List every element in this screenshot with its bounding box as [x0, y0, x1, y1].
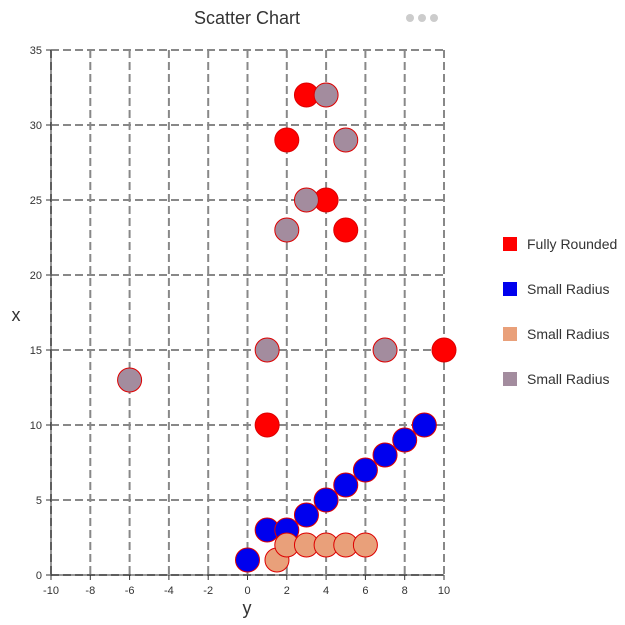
y-tick-label: 30: [30, 120, 42, 132]
legend-item-small-radius-blue[interactable]: Small Radius: [503, 277, 625, 301]
x-tick-label: 8: [402, 585, 408, 597]
y-tick-label: 0: [36, 570, 42, 582]
legend-label: Small Radius: [527, 281, 610, 297]
y-tick-label: 10: [30, 420, 42, 432]
scatter-point-series-1: [392, 427, 418, 453]
axes-layer: -10 -8 -6 -4 -2 0 2 4 6 8 10 0 5 10 15 20 25 30 35: [30, 45, 450, 597]
menu-dot: [418, 14, 426, 22]
grid-layer: [50, 49, 445, 576]
y-tick-label: 20: [30, 270, 42, 282]
scatter-point-series-3: [254, 337, 280, 363]
menu-dot: [406, 14, 414, 22]
scatter-point-series-0: [274, 127, 300, 153]
scatter-point-series-0: [254, 412, 280, 438]
y-tick-label: 5: [36, 495, 42, 507]
x-tick-label: -6: [125, 585, 135, 597]
scatter-point-series-1: [235, 547, 260, 573]
legend-label: Fully Rounded: [527, 236, 618, 252]
x-tick-label: -10: [43, 585, 59, 597]
y-tick-label: 15: [30, 345, 42, 357]
scatter-point-series-1: [352, 457, 378, 483]
x-axis-label: y: [243, 598, 252, 618]
scatter-point-series-1: [293, 502, 319, 528]
scatter-point-series-2: [352, 532, 378, 558]
scatter-point-series-3: [333, 127, 359, 153]
x-tick-label: -2: [203, 585, 213, 597]
scatter-point-series-0: [431, 337, 457, 363]
legend-item-fully-rounded[interactable]: Fully Rounded: [503, 232, 625, 256]
chart-title: Scatter Chart: [194, 8, 300, 28]
legend-swatch: [503, 372, 517, 386]
legend-swatch: [503, 282, 517, 296]
points-layer: [117, 82, 457, 573]
x-tick-label: -4: [164, 585, 174, 597]
scatter-point-series-3: [372, 337, 398, 363]
more-options-icon[interactable]: [406, 12, 446, 24]
scatter-point-series-1: [411, 412, 437, 438]
scatter-point-series-1: [333, 472, 359, 498]
x-tick-label: 0: [244, 585, 250, 597]
scatter-point-series-1: [372, 442, 398, 468]
x-tick-label: 2: [284, 585, 290, 597]
scatter-point-series-3: [293, 187, 319, 213]
y-tick-label: 35: [30, 45, 42, 57]
legend-label: Small Radius: [527, 371, 610, 387]
x-tick-label: 4: [323, 585, 329, 597]
y-tick-label: 25: [30, 195, 42, 207]
legend-swatch: [503, 237, 517, 251]
legend-label: Small Radius: [527, 326, 610, 342]
scatter-point-series-0: [333, 217, 359, 243]
scatter-point-series-3: [313, 82, 339, 108]
x-tick-label: -8: [85, 585, 95, 597]
x-tick-label: 10: [438, 585, 450, 597]
scatter-point-series-3: [274, 217, 300, 243]
legend-swatch: [503, 327, 517, 341]
y-axis-label: x: [12, 305, 21, 325]
legend-item-small-radius-mauve[interactable]: Small Radius: [503, 367, 625, 391]
menu-dot: [430, 14, 438, 22]
legend-item-small-radius-orange[interactable]: Small Radius: [503, 322, 625, 346]
x-tick-label: 6: [362, 585, 368, 597]
scatter-point-series-3: [117, 367, 143, 393]
legend: Fully Rounded Small Radius Small Radius …: [503, 232, 625, 412]
scatter-point-series-1: [313, 487, 339, 513]
